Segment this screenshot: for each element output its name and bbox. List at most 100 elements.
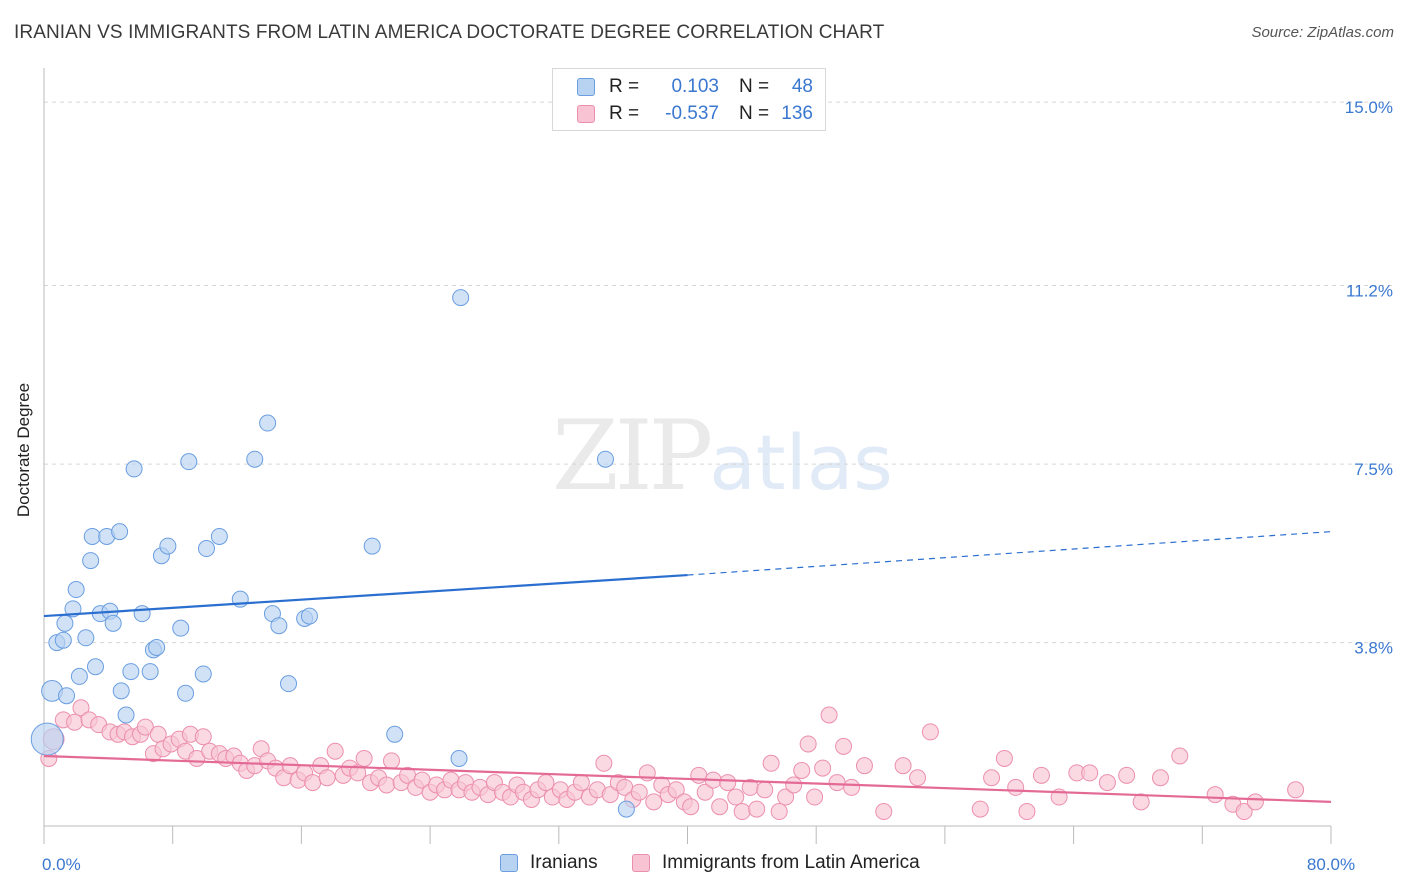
iranians-point [177,684,195,702]
latin-america-point [894,757,912,775]
latin-america-point [785,776,803,794]
iranians-point [259,414,277,432]
iranians-point [300,607,318,625]
iranians-point [67,581,85,599]
latin-america-point [355,749,373,767]
latin-america-point [1007,778,1025,796]
latin-america-point [1098,774,1116,792]
latin-america-point [828,774,846,792]
legend-n-value: 48 [791,76,813,97]
latin-america-point [382,752,400,770]
iranians-point [172,619,190,637]
x-tick-label: 0.0% [42,855,81,874]
latin-america-point [682,798,700,816]
latin-america-point [1151,769,1169,787]
latin-america-point [983,769,1001,787]
latin-america-point [793,762,811,780]
latin-america-point [1018,803,1036,821]
watermark-atlas: atlas [709,418,893,507]
iranians-point [112,682,130,700]
iranians-point [141,663,159,681]
iranians-point [111,523,129,541]
correlation-legend: R = 0.103 N = 48 R = -0.537 N = 136 [552,68,826,131]
iranians-point [58,687,76,705]
latin-america-point [762,754,780,772]
latin-america-point [630,783,648,801]
latin-america-point [601,786,619,804]
latin-america-point [1246,793,1264,811]
y-tick-label: 11.2% [1346,282,1393,301]
iranians-point [117,706,135,724]
iranians-point [363,537,381,555]
iranians-point [617,800,635,818]
legend-n-label: N = [739,103,770,124]
latin-america-point [855,757,873,775]
latin-america-point [72,699,90,717]
iranians-point [82,552,100,570]
iranians-point [159,537,177,555]
latin-america-point [748,800,766,818]
iranians-point [197,540,215,558]
latin-america-point [995,749,1013,767]
iranians-point [452,289,470,307]
y-tick-label: 15.0% [1345,98,1393,117]
latin-america-point [1032,766,1050,784]
latin-america-point [843,778,861,796]
iranians-point [450,749,468,767]
source-label: Source: ZipAtlas.com [1251,24,1394,41]
iranians-point [148,638,166,656]
latin-america-point [770,803,788,821]
legend-r-label: R = [609,76,640,97]
iranians-point [56,614,74,632]
latin-america-point [814,759,832,777]
iranians-point [280,675,298,693]
iranians-point [70,667,88,685]
legend-r-value: 0.103 [671,76,719,97]
y-axis-label: Doctorate Degree [14,382,33,518]
latin-america-point [719,774,737,792]
iranians-point [133,605,151,623]
iranians-trendline-extension [687,531,1332,576]
legend-item-iranians[interactable]: Iranians [500,852,598,874]
chart-title: IRANIAN VS IMMIGRANTS FROM LATIN AMERICA… [14,22,885,43]
latin-america-point [1171,747,1189,765]
latin-america-point [378,776,396,794]
iranians-point [104,614,122,632]
latin-america-point [806,788,824,806]
x-tick-label: 80.0% [1307,855,1355,874]
latin-america-point [777,788,795,806]
latin-america-point [971,800,989,818]
iranians-point [210,527,228,545]
iranians-point [54,631,72,649]
legend-r-label: R = [609,103,640,124]
legend-swatch-latin-america [632,854,650,872]
legend-label-iranians: Iranians [530,852,598,873]
y-tick-label: 3.8% [1354,639,1393,658]
latin-america-point [820,706,838,724]
latin-america-point [711,798,729,816]
latin-america-point [136,718,154,736]
iranians-point [30,722,64,756]
iranians-point [83,527,101,545]
latin-america-point [66,713,84,731]
iranians-point [86,658,104,676]
iranians-point [180,453,198,471]
legend-swatch-iranians [500,854,518,872]
latin-america-point [194,728,212,746]
latin-america-point [1206,786,1224,804]
iranians-trendline [43,573,688,618]
y-axis-label-wrap: Doctorate Degree [14,300,40,600]
latin-america-point [1132,793,1150,811]
iranians-point [194,665,212,683]
latin-america-point [875,803,893,821]
latin-america-point [1081,764,1099,782]
iranians-point [77,629,95,647]
legend-item-latin-america[interactable]: Immigrants from Latin America [632,852,920,874]
iranians-point [596,450,614,468]
latin-america-point [667,781,685,799]
latin-america-point [756,781,774,799]
latin-america-trendline [43,754,1332,803]
latin-america-point [1118,766,1136,784]
latin-america-point [537,774,555,792]
latin-america-point [733,803,751,821]
